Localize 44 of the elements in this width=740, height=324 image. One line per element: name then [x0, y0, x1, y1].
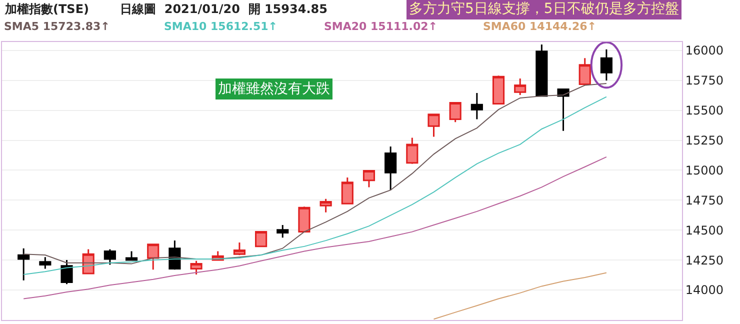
candlestick [406, 136, 418, 165]
candlestick [190, 260, 202, 276]
candlestick [104, 248, 116, 266]
y-tick-label: 16000 [685, 44, 724, 58]
text: SMA20 15111.02↑ [324, 20, 438, 33]
y-tick-label: 14750 [685, 193, 724, 208]
candlestick [557, 88, 570, 132]
candlestick [536, 44, 548, 97]
chart-subtitle: 日線圖 2021/01/20 開 15934.85 [120, 2, 328, 16]
y-tick-label: 14500 [685, 223, 724, 238]
candlestick [320, 198, 332, 214]
y-tick-label: 15500 [685, 104, 724, 118]
candlestick [514, 78, 526, 96]
candlestick [384, 146, 397, 191]
candlestick [18, 248, 30, 282]
candlestick [341, 176, 354, 204]
candlestick [147, 244, 160, 270]
candlestick [276, 224, 289, 238]
line-series [433, 272, 607, 320]
y-tick-label: 15250 [685, 133, 724, 148]
text: SMA10 15612.51↑ [164, 20, 278, 33]
text: SMA60 14144.26↑ [483, 20, 596, 33]
candlestick [428, 114, 440, 138]
candlestick [449, 102, 462, 123]
y-tick-label: 14000 [685, 283, 724, 298]
candlestick [470, 92, 483, 120]
line-series [23, 156, 607, 300]
candlestick [168, 240, 181, 270]
candlestick [39, 256, 52, 270]
annotation: 加權雖然沒有大跌 [218, 81, 330, 97]
y-tick-label: 14250 [685, 253, 724, 268]
candlestick [255, 231, 268, 248]
candlestick [362, 170, 376, 188]
candlestick [298, 206, 310, 233]
chart-title: 加權指數(TSE) [4, 2, 89, 16]
candlestick [60, 259, 73, 285]
candlestick [492, 74, 505, 104]
candlestick [578, 57, 591, 86]
y-tick-label: 15750 [685, 74, 724, 88]
candlestick [600, 48, 612, 82]
text: 多方力守5日線支撐，5日不破仍是多方控盤 [409, 1, 679, 17]
text: SMA5 15723.83↑ [4, 20, 110, 33]
candlestick [233, 242, 246, 256]
y-tick-label: 15000 [685, 163, 724, 178]
